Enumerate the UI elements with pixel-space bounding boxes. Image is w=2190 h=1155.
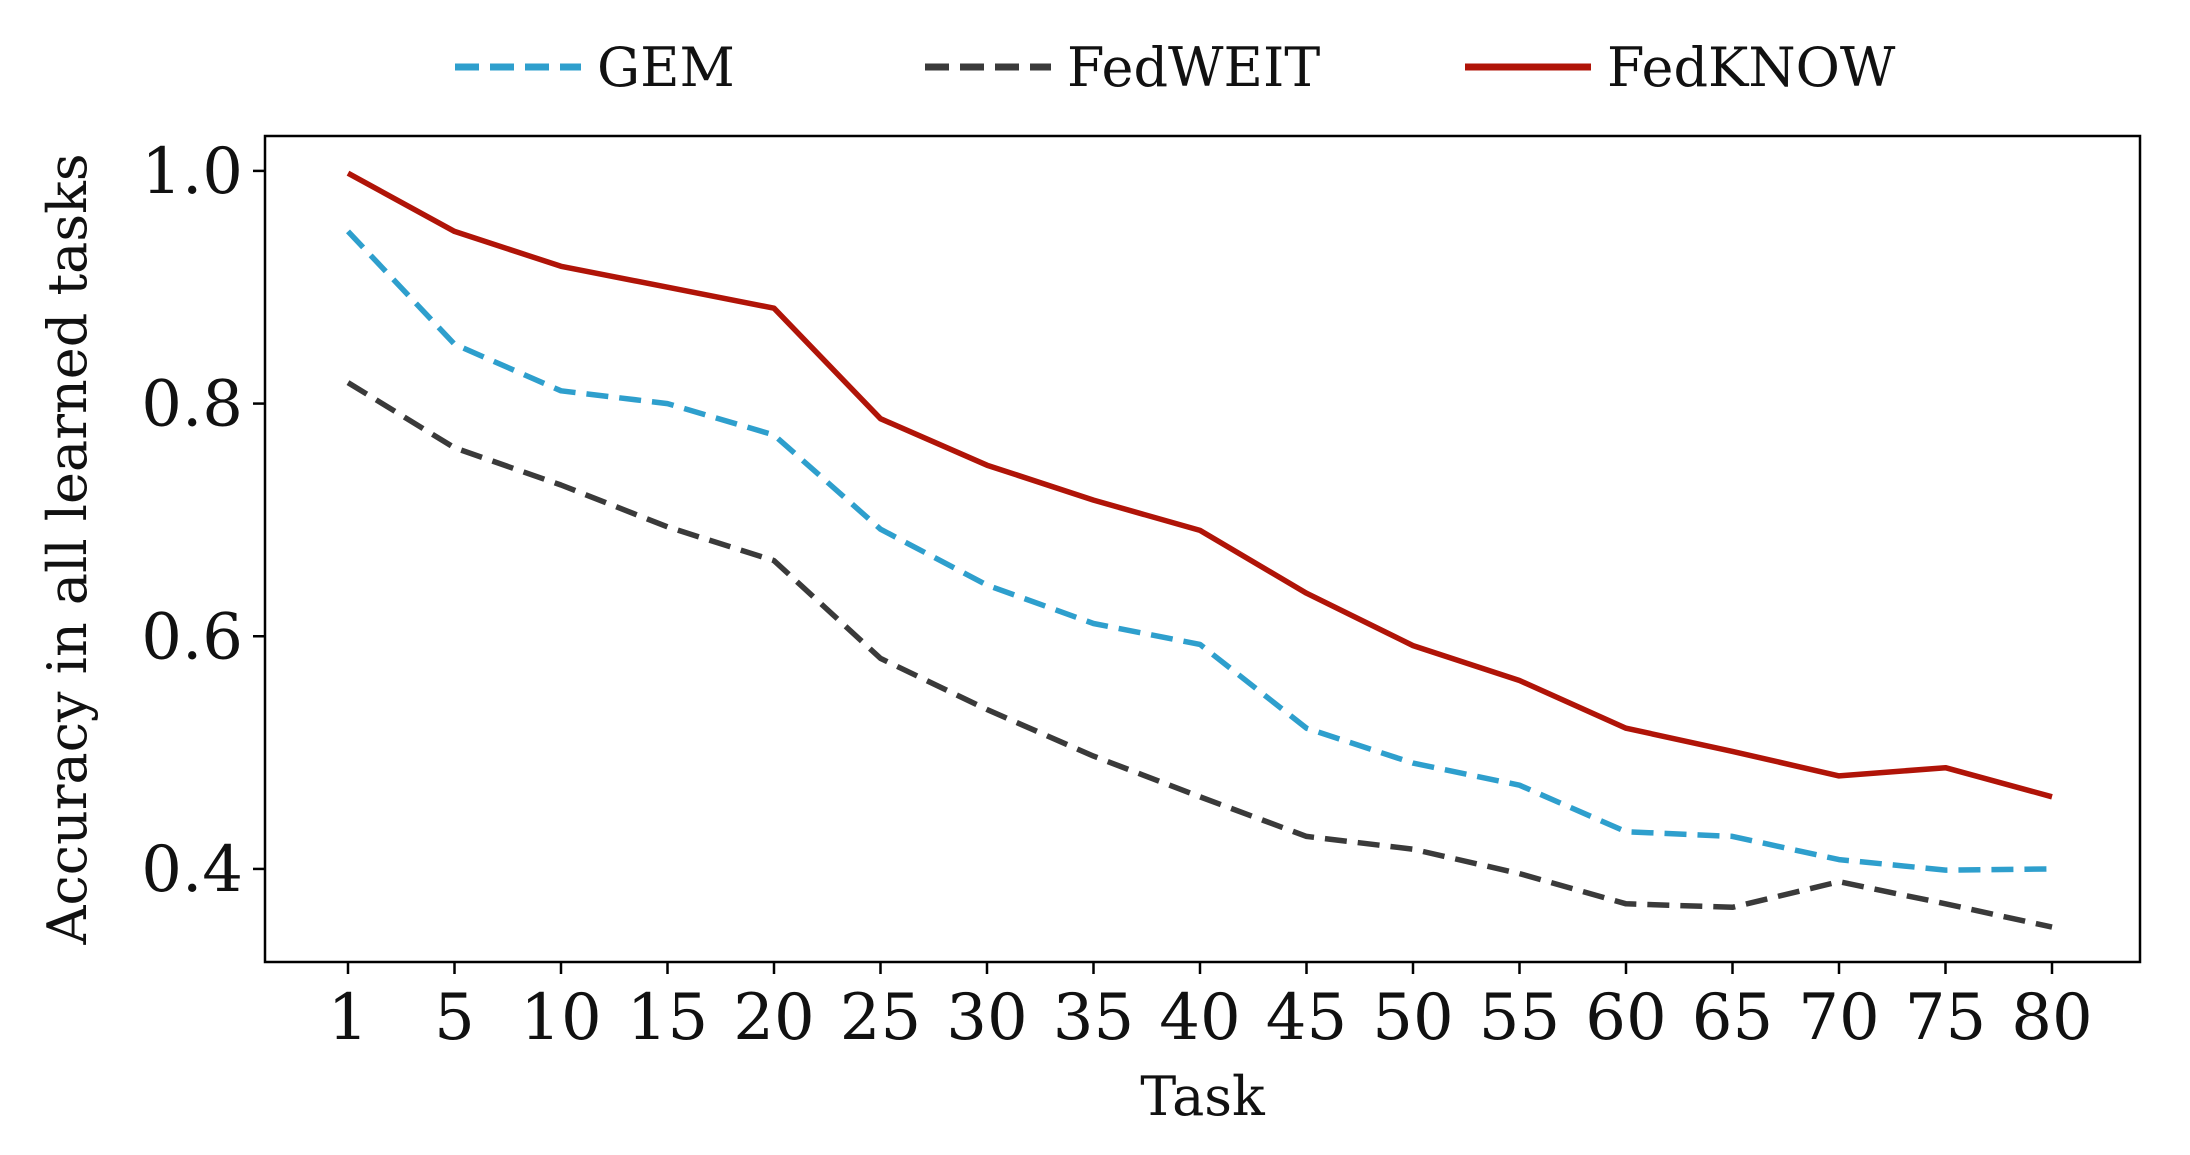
x-tick-label: 40: [1159, 981, 1240, 1055]
legend-label-gem: GEM: [597, 36, 735, 99]
legend-label-fedknow: FedKNOW: [1607, 36, 1896, 99]
y-axis: 0.4 0.6 0.8 1.0: [141, 135, 265, 907]
x-tick-label: 15: [627, 981, 708, 1055]
x-tick-label: 1: [328, 981, 369, 1055]
x-tick-label: 80: [2011, 981, 2092, 1055]
series-line-fedknow: [346, 170, 2053, 800]
series-line-gem: [346, 229, 2053, 873]
y-tick-label: 0.8: [141, 368, 243, 442]
x-tick-label: 75: [1905, 981, 1986, 1055]
legend-label-fedweit: FedWEIT: [1067, 36, 1320, 99]
y-tick-label: 0.4: [141, 833, 243, 907]
axes-frame: [263, 134, 2142, 964]
x-tick-label: 5: [434, 981, 475, 1055]
legend: GEM FedWEIT FedKNOW: [455, 36, 1896, 99]
x-tick-label: 55: [1479, 981, 1560, 1055]
x-tick-label: 30: [946, 981, 1027, 1055]
x-tick-label: 65: [1692, 981, 1773, 1055]
x-tick-label: 35: [1053, 981, 1134, 1055]
x-tick-label: 70: [1798, 981, 1879, 1055]
series-line-fedweit: [346, 380, 2053, 930]
x-axis-label: Task: [1140, 1065, 1266, 1128]
y-tick-label: 1.0: [141, 135, 243, 209]
series-layer: [346, 170, 2053, 930]
x-tick-label: 60: [1585, 981, 1666, 1055]
y-tick-label: 0.6: [141, 600, 243, 674]
x-tick-label: 45: [1266, 981, 1347, 1055]
x-tick-label: 20: [733, 981, 814, 1055]
x-tick-label: 10: [520, 981, 601, 1055]
plot-area: [263, 134, 2142, 964]
x-axis: 1 5 10 15 20 25 30 35 40 45 50 55 60 65 70 75 80: [328, 962, 2093, 1055]
y-axis-label: Accuracy in all learned tasks: [36, 153, 99, 945]
x-tick-label: 50: [1372, 981, 1453, 1055]
x-tick-label: 25: [840, 981, 921, 1055]
